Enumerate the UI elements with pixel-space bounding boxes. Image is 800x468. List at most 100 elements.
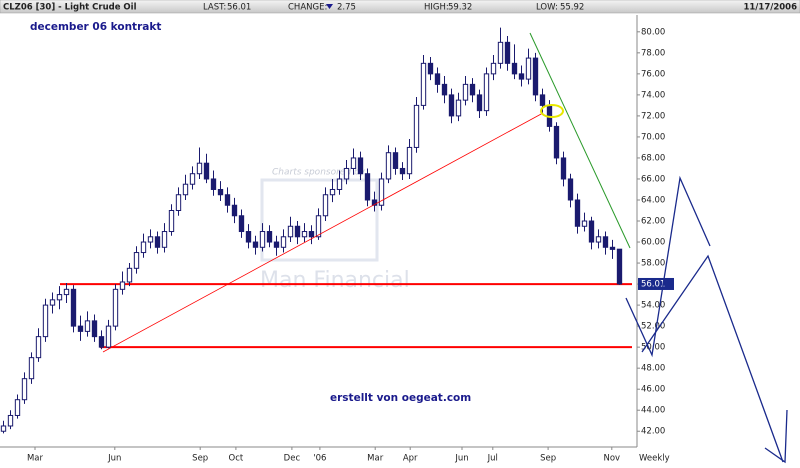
x-tick-label: Mar [27, 454, 44, 464]
watermark-brand: Man Financial [260, 268, 410, 293]
candle-body [371, 199, 378, 206]
candle-body [238, 215, 245, 233]
high-label: HIGH: [424, 3, 449, 13]
candle-body [364, 173, 371, 201]
candle-body [91, 320, 98, 338]
candle-body [399, 167, 406, 175]
candle-body [98, 336, 105, 348]
x-tick-label: Jun [454, 454, 468, 464]
trend-line [102, 112, 544, 353]
candle-body [35, 336, 42, 359]
chart-title: december 06 kontrakt [30, 21, 161, 33]
highlight [540, 104, 564, 118]
candle-body [154, 236, 161, 248]
symbol: CLZ06 [30] - Light Crude Oil [3, 3, 137, 13]
candle-body [217, 188, 224, 196]
last-price-label: 56.01 [641, 279, 665, 289]
date: 11/17/2006 [743, 3, 797, 13]
candle-body [434, 73, 441, 85]
y-tick-label: 52.00 [641, 322, 665, 332]
candle-body [427, 62, 434, 75]
candle-body [567, 178, 574, 201]
candle-body [182, 183, 189, 196]
candle-body [189, 173, 196, 185]
candle-body [553, 125, 560, 159]
candle-body [609, 246, 616, 250]
projection [641, 254, 784, 463]
candle-body [539, 94, 546, 106]
candle-body [175, 194, 182, 212]
low-label: LOW: [536, 3, 558, 13]
candle-body [266, 231, 273, 243]
candle-body [322, 194, 329, 217]
candle-body [14, 399, 21, 416]
x-tick-label: Nov [604, 454, 621, 464]
change-value: 2.75 [337, 3, 356, 13]
candle-body [28, 357, 35, 380]
candle-body [84, 320, 91, 332]
y-tick-label: 72.00 [641, 111, 665, 121]
candle-body [126, 267, 133, 283]
candle-body [574, 199, 581, 227]
candle-body [245, 231, 252, 243]
x-tick-label: Dec [284, 454, 301, 464]
y-tick-label: 48.00 [641, 364, 665, 374]
header-bar [0, 0, 800, 14]
candle-body [308, 231, 315, 238]
x-tick-label: Sep [540, 454, 556, 464]
x-tick-label: Mar [367, 454, 384, 464]
candle-body [469, 83, 476, 96]
candle-body [455, 99, 462, 117]
candle-body [196, 162, 203, 175]
y-tick-label: 78.00 [641, 48, 665, 58]
candle-body [336, 178, 343, 190]
candle-body [294, 225, 301, 238]
x-tick-label: Jul [487, 454, 498, 464]
y-tick-label: 44.00 [641, 406, 665, 416]
candle-body [511, 62, 518, 75]
y-tick-label: 62.00 [641, 217, 665, 227]
change-label: CHANGE: [288, 3, 327, 13]
y-tick-label: 70.00 [641, 132, 665, 142]
last-value: 56.01 [227, 3, 251, 13]
candle-body [140, 241, 147, 254]
plot: 42.0044.0046.0048.0050.0052.0054.0056.00… [0, 15, 674, 464]
x-tick-label: '06 [313, 454, 326, 464]
candle-body [119, 281, 126, 290]
candle-body [350, 157, 357, 169]
candle-body [280, 236, 287, 248]
candle-body [0, 425, 7, 432]
x-tick-label: Apr [403, 454, 418, 464]
low-value: 55.92 [560, 3, 584, 13]
candle-body [259, 231, 266, 248]
candle-body [518, 73, 525, 80]
trend-line [529, 32, 631, 249]
candle-body [497, 41, 504, 64]
candle-body [56, 294, 63, 301]
y-tick-label: 54.00 [641, 301, 665, 311]
candle-body [441, 83, 448, 96]
candle-body [224, 194, 231, 206]
candle-body [231, 204, 238, 217]
period-label: Weekly [639, 454, 670, 464]
candle-body [210, 178, 217, 190]
y-tick-label: 64.00 [641, 195, 665, 205]
candle-body [532, 57, 539, 96]
candle-body [406, 146, 413, 175]
candle-body [462, 83, 469, 101]
candle-body [203, 162, 210, 180]
candle-body [112, 288, 119, 327]
x-tick-label: Oct [229, 454, 244, 464]
candle-body [63, 288, 70, 296]
x-tick-label: Sep [192, 454, 208, 464]
candle-body [77, 325, 84, 332]
projection-arrow [764, 409, 788, 464]
y-tick-label: 66.00 [641, 174, 665, 184]
candle-body [392, 152, 399, 169]
candle-body [476, 94, 483, 112]
candle-body [357, 157, 364, 175]
candle-body [581, 220, 588, 227]
y-tick-label: 42.00 [641, 427, 665, 437]
candle-body [252, 241, 259, 248]
